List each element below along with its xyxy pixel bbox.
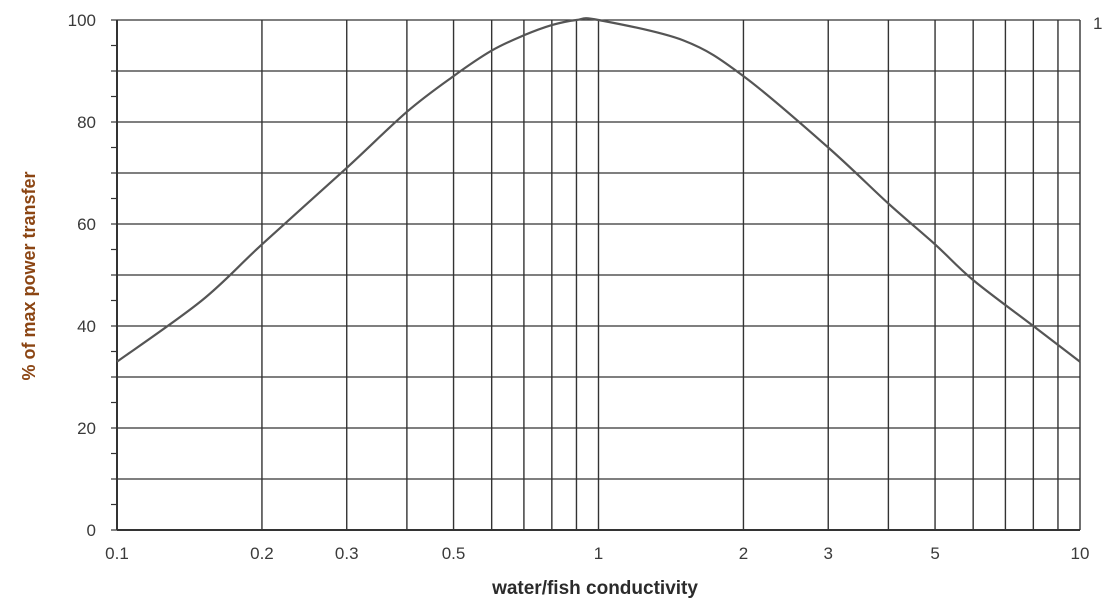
x-tick-label: 1 xyxy=(594,544,603,563)
x-tick-label: 0.1 xyxy=(105,544,129,563)
x-tick-label: 2 xyxy=(739,544,748,563)
series-line xyxy=(116,17,1081,363)
right-axis-label: 1 xyxy=(1093,14,1102,33)
x-tick-label: 0.3 xyxy=(335,544,359,563)
y-tick-label: 0 xyxy=(87,521,96,540)
x-tick-label: 5 xyxy=(930,544,939,563)
y-tick-labels: 0 20 40 60 80 100 xyxy=(68,11,96,540)
x-tick-labels: 0.1 0.2 0.3 0.5 1 2 3 5 10 xyxy=(105,544,1089,563)
x-tick-label: 0.2 xyxy=(250,544,274,563)
y-tick-label: 100 xyxy=(68,11,96,30)
grid xyxy=(111,19,1081,531)
x-tick-label: 3 xyxy=(823,544,832,563)
y-tick-label: 20 xyxy=(77,419,96,438)
x-tick-label: 10 xyxy=(1071,544,1090,563)
x-axis-title: water/fish conductivity xyxy=(491,578,698,599)
curve-layer xyxy=(116,17,1081,363)
y-axis-title: % of max power transfer xyxy=(19,171,39,380)
y-tick-label: 60 xyxy=(77,215,96,234)
y-tick-label: 40 xyxy=(77,317,96,336)
x-tick-label: 0.5 xyxy=(442,544,466,563)
y-tick-label: 80 xyxy=(77,113,96,132)
